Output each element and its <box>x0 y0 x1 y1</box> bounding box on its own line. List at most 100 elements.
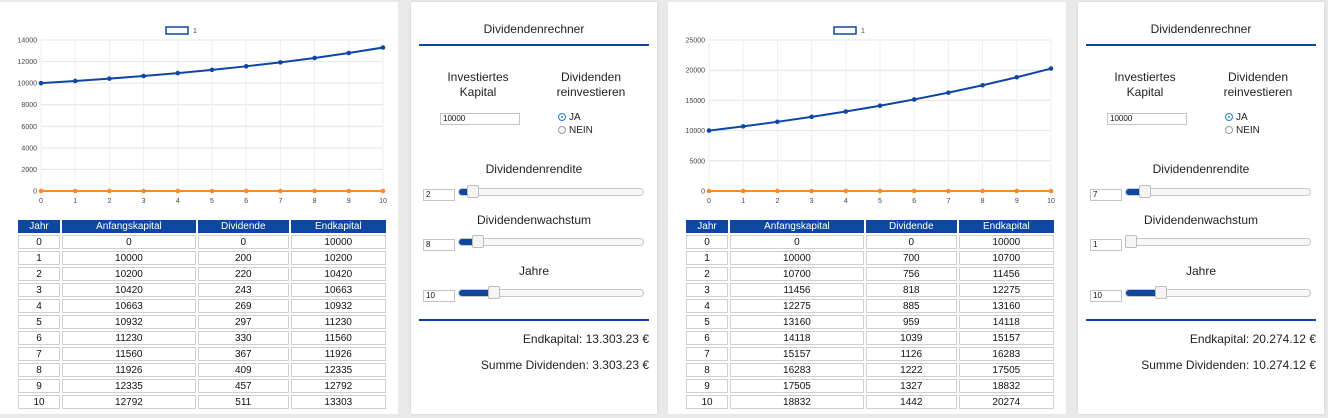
table-cell: 885 <box>865 299 957 313</box>
radio-ja-circle[interactable] <box>1225 113 1233 121</box>
divider <box>419 319 649 321</box>
table-cell: 367 <box>197 347 289 361</box>
table-cell: 11926 <box>62 363 196 377</box>
jahre-label: Jahre <box>518 264 550 278</box>
radio-nein-label: NEIN <box>569 125 593 136</box>
x-tick-label: 8 <box>981 198 985 205</box>
slider-thumb[interactable] <box>488 286 500 299</box>
x-tick-label: 4 <box>844 198 848 205</box>
table-row: 9 17505 1327 18832 <box>686 379 1054 393</box>
table-cell: 1 <box>686 251 728 265</box>
radio-ja[interactable]: JA <box>558 112 581 124</box>
table-row: 1 10000 700 10700 <box>686 251 1054 265</box>
x-tick-label: 8 <box>313 198 317 205</box>
x-tick-label: 10 <box>379 198 387 205</box>
x-tick-label: 9 <box>347 198 351 205</box>
table-row: 5 13160 959 14118 <box>686 315 1054 329</box>
table-row: 2 10200 220 10420 <box>18 267 386 281</box>
jahre-input[interactable]: 10 <box>1090 290 1122 302</box>
table-cell: 269 <box>197 299 289 313</box>
table-row: 9 12335 457 12792 <box>18 379 386 393</box>
data-table-right: Jahr Anfangskapital Dividende Endkapital… <box>684 218 1056 411</box>
table-cell: 10200 <box>62 267 196 281</box>
jahre-input[interactable]: 10 <box>423 290 455 302</box>
data-point <box>38 188 44 194</box>
slider-thumb[interactable] <box>1155 286 1167 299</box>
table-cell: 12275 <box>730 299 864 313</box>
data-table-left: Jahr Anfangskapital Dividende Endkapital… <box>16 218 388 411</box>
radio-nein[interactable]: NEIN <box>1225 125 1260 137</box>
table-cell: 12792 <box>290 379 386 393</box>
table-cell: 17505 <box>730 379 864 393</box>
slider-thumb[interactable] <box>1139 185 1151 198</box>
wachstum-slider[interactable] <box>458 235 644 248</box>
table-row: 5 10932 297 11230 <box>18 315 386 329</box>
slider-thumb[interactable] <box>467 185 479 198</box>
col-header-endkapital: Endkapital <box>290 220 386 233</box>
table-row: 10 12792 511 13303 <box>18 395 386 409</box>
y-tick-label: 8000 <box>21 102 37 109</box>
y-tick-label: 5000 <box>689 158 705 165</box>
col-header-dividende: Dividende <box>197 220 289 233</box>
table-row: 2 10700 756 11456 <box>686 267 1054 281</box>
table-cell: 1442 <box>865 395 957 409</box>
kapital-label: Investiertes Kapital <box>447 70 509 99</box>
x-tick-label: 3 <box>810 198 814 205</box>
slider-thumb[interactable] <box>1125 235 1137 248</box>
col-header-jahr: Jahr <box>686 220 728 233</box>
data-point <box>209 67 215 73</box>
jahre-slider[interactable] <box>458 286 644 299</box>
table-row: 6 11230 330 11560 <box>18 331 386 345</box>
radio-nein-circle[interactable] <box>558 126 566 134</box>
jahre-slider[interactable] <box>1125 286 1311 299</box>
wachstum-slider[interactable] <box>1125 235 1311 248</box>
y-tick-label: 25000 <box>686 38 706 45</box>
table-cell: 16283 <box>730 363 864 377</box>
y-tick-label: 2000 <box>21 167 37 174</box>
table-cell: 3 <box>18 283 60 297</box>
table-cell: 200 <box>197 251 289 265</box>
table-cell: 3 <box>686 283 728 297</box>
rendite-input[interactable]: 7 <box>1090 189 1122 201</box>
table-cell: 11230 <box>290 315 386 329</box>
table-cell: 511 <box>197 395 289 409</box>
table-cell: 11456 <box>958 267 1054 281</box>
data-point <box>380 188 386 194</box>
wachstum-input[interactable]: 8 <box>423 239 455 251</box>
rendite-slider[interactable] <box>1125 185 1311 198</box>
radio-ja-circle[interactable] <box>558 113 566 121</box>
data-point <box>1048 188 1054 194</box>
table-cell: 10420 <box>290 267 386 281</box>
radio-nein-circle[interactable] <box>1225 126 1233 134</box>
rendite-input[interactable]: 2 <box>423 189 455 201</box>
radio-nein[interactable]: NEIN <box>558 125 593 137</box>
x-tick-label: 7 <box>946 198 950 205</box>
kapital-input[interactable]: 10000 <box>1107 113 1187 125</box>
wachstum-input[interactable]: 1 <box>1090 239 1122 251</box>
table-cell: 16283 <box>958 347 1054 361</box>
data-point <box>380 45 386 50</box>
table-cell: 12335 <box>62 379 196 393</box>
table-cell: 7 <box>686 347 728 361</box>
radio-ja[interactable]: JA <box>1225 112 1248 124</box>
kapital-input[interactable]: 10000 <box>440 113 520 125</box>
table-row: 3 11456 818 12275 <box>686 283 1054 297</box>
table-cell: 10000 <box>62 251 196 265</box>
data-point <box>141 188 146 194</box>
y-tick-label: 10000 <box>18 81 38 88</box>
rendite-slider[interactable] <box>458 185 644 198</box>
y-tick-label: 10000 <box>686 128 706 135</box>
data-point <box>809 114 814 120</box>
table-cell: 12275 <box>958 283 1054 297</box>
reinvest-label: Dividenden reinvestieren <box>556 70 626 99</box>
radio-ja-label: JA <box>1236 112 1248 123</box>
table-cell: 818 <box>865 283 957 297</box>
x-tick-label: 1 <box>741 198 745 205</box>
table-row: 1 10000 200 10200 <box>18 251 386 265</box>
data-point <box>980 188 985 194</box>
chart-panel-left: 1 0 2000 4000 6000 8000 10000 12000 14000 0 1 2 3 4 5 6… <box>0 2 398 414</box>
slider-thumb[interactable] <box>472 235 484 248</box>
reinvest-label: Dividenden reinvestieren <box>1223 70 1293 99</box>
data-point <box>38 80 44 86</box>
